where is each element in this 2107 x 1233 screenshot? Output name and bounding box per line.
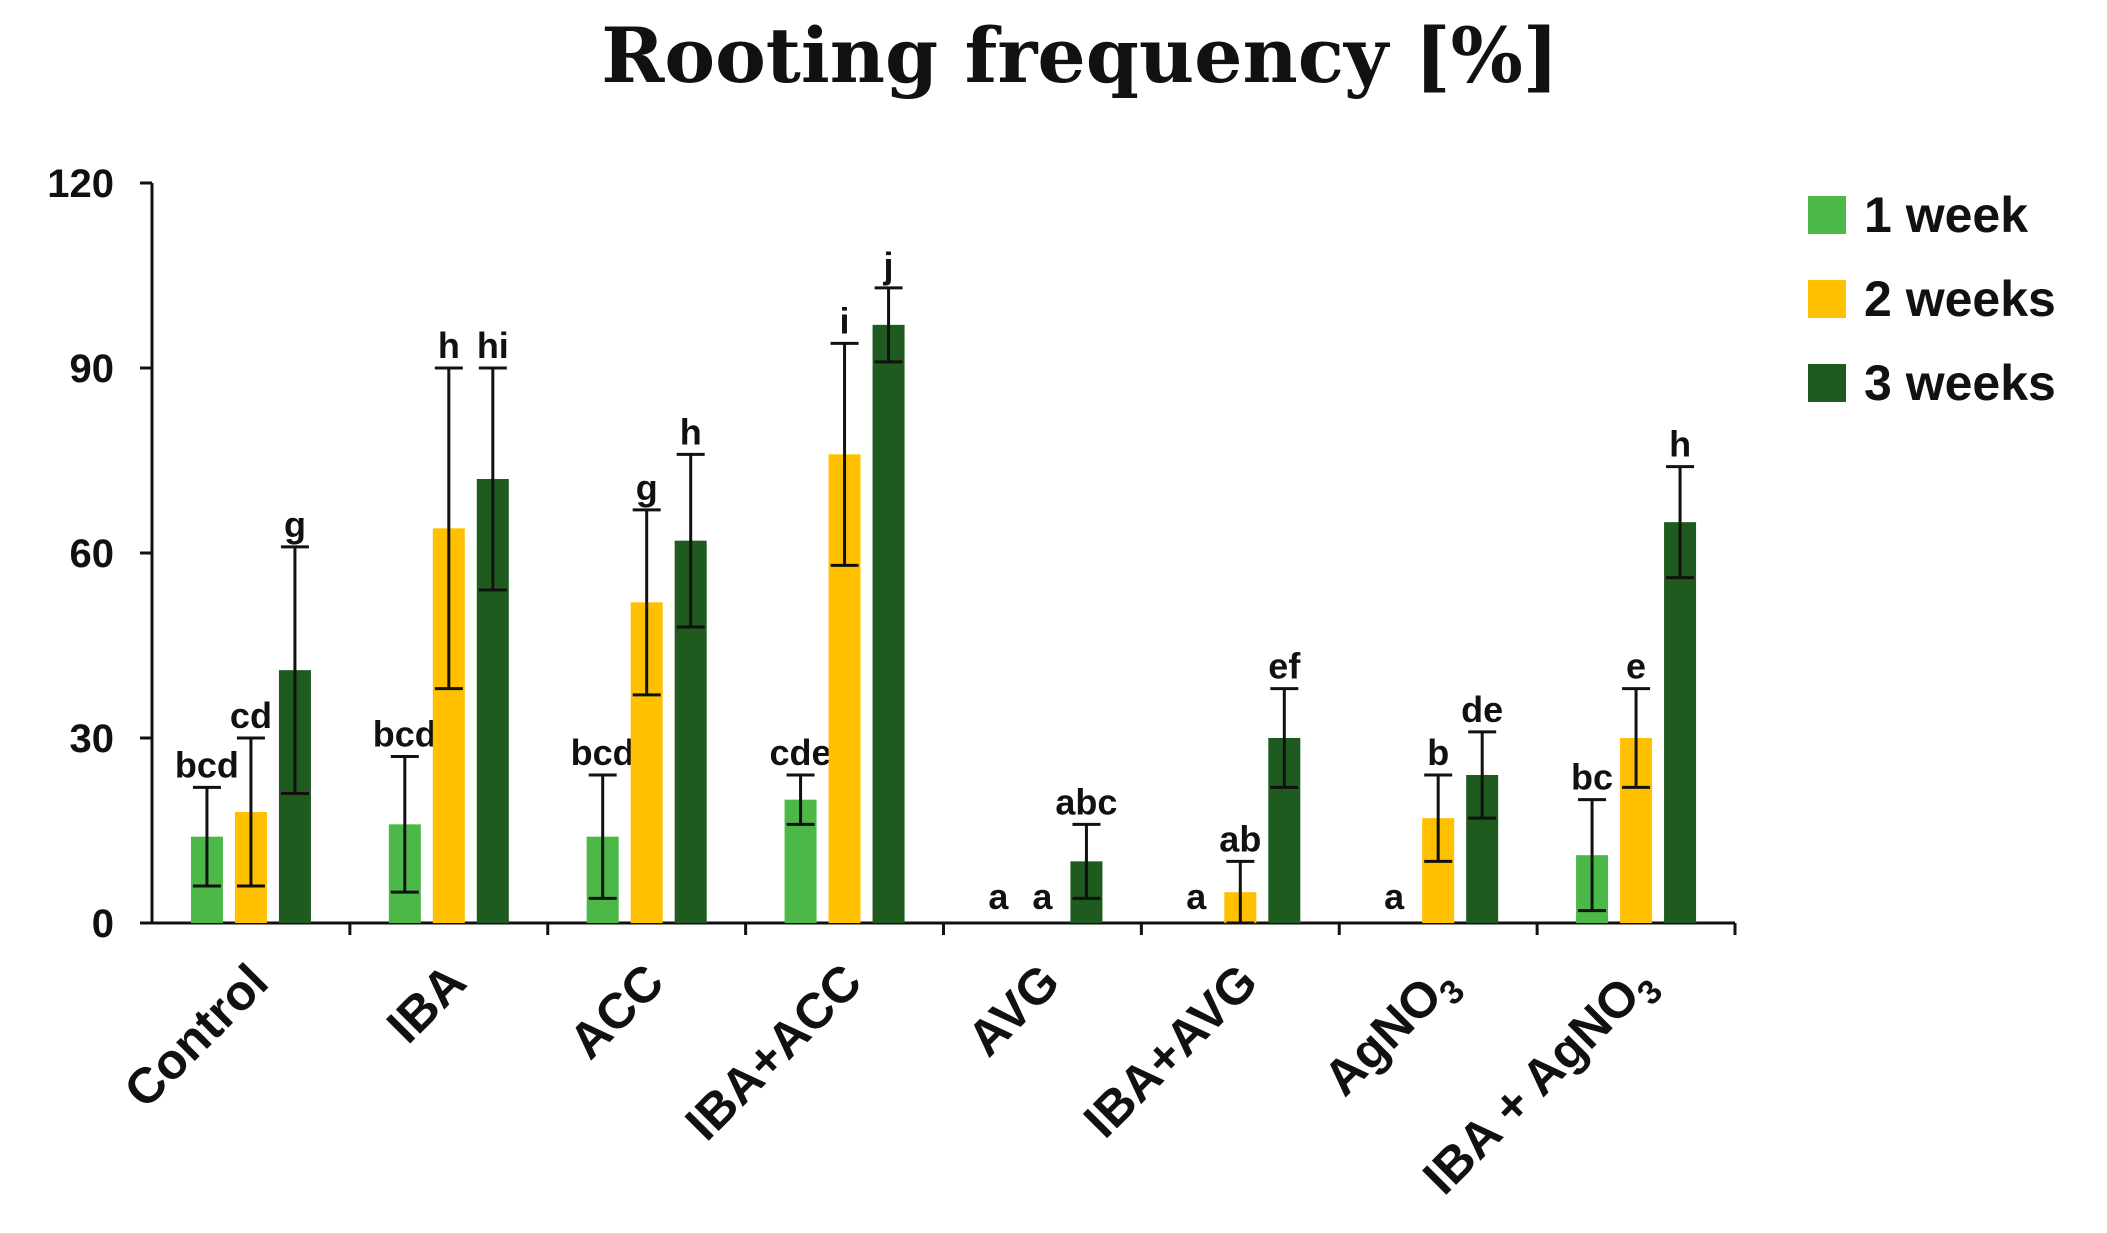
y-tick-label: 60: [70, 532, 115, 576]
significance-letter: a: [1186, 876, 1207, 917]
significance-letter: ab: [1219, 818, 1261, 859]
significance-letter: cde: [770, 732, 832, 773]
x-category-label-text: IBA+ACC: [675, 953, 873, 1151]
y-tick-label: 120: [47, 162, 114, 206]
significance-letter: g: [636, 467, 658, 508]
y-tick-label: 0: [92, 902, 114, 946]
significance-letter: g: [284, 504, 306, 545]
bar-3-weeks-IBA-ACC: [872, 324, 905, 923]
significance-letter: hi: [477, 325, 509, 366]
significance-letter: j: [883, 245, 894, 286]
x-category-label: AVG: [957, 953, 1071, 1067]
x-category-label-text: Control: [113, 953, 278, 1118]
significance-letter: de: [1461, 689, 1503, 730]
significance-letter: a: [1032, 876, 1053, 917]
legend-swatch-1-week: [1808, 196, 1846, 234]
significance-letter: cd: [230, 695, 272, 736]
x-category-label-text: AVG: [957, 953, 1071, 1067]
significance-letter: h: [438, 325, 460, 366]
x-category-label: IBA: [376, 953, 476, 1053]
x-category-label: ACC: [558, 953, 674, 1069]
significance-letter: ef: [1268, 646, 1301, 687]
legend-swatch-2-weeks: [1808, 280, 1846, 318]
x-category-label: IBA+ACC: [675, 953, 873, 1151]
significance-letter: abc: [1055, 781, 1117, 822]
significance-letter: a: [1384, 876, 1405, 917]
significance-letter: bcd: [571, 732, 635, 773]
bar-3-weeks-IBA-AgNO: [1664, 522, 1697, 923]
legend-label: 3 weeks: [1864, 355, 2056, 411]
y-tick-label: 90: [70, 347, 115, 391]
x-category-label: AgNO3: [1313, 953, 1473, 1113]
x-category-label: Control: [113, 953, 278, 1118]
significance-letter: a: [988, 876, 1009, 917]
legend-label: 1 week: [1864, 187, 2028, 243]
significance-letter: i: [840, 300, 850, 341]
legend-swatch-3-weeks: [1808, 364, 1846, 402]
significance-letter: e: [1626, 646, 1646, 687]
significance-letter: bc: [1571, 757, 1613, 798]
significance-letter: h: [680, 411, 702, 452]
x-category-label-text: ACC: [558, 953, 674, 1069]
x-category-label-text: IBA+AVG: [1073, 953, 1268, 1148]
legend: 1 week 2 weeks 3 weeks: [1808, 187, 2056, 411]
x-category-label: IBA+AVG: [1073, 953, 1268, 1148]
chart-title: Rooting frequency [%]: [601, 11, 1559, 100]
significance-letter: b: [1427, 732, 1449, 773]
significance-letter: bcd: [175, 744, 239, 785]
significance-letter: h: [1669, 424, 1691, 465]
significance-letter: bcd: [373, 714, 437, 755]
x-category-label-text: IBA: [376, 953, 476, 1053]
legend-label: 2 weeks: [1864, 271, 2056, 327]
y-tick-label: 30: [70, 717, 115, 761]
x-category-label-text: AgNO: [1313, 967, 1453, 1107]
